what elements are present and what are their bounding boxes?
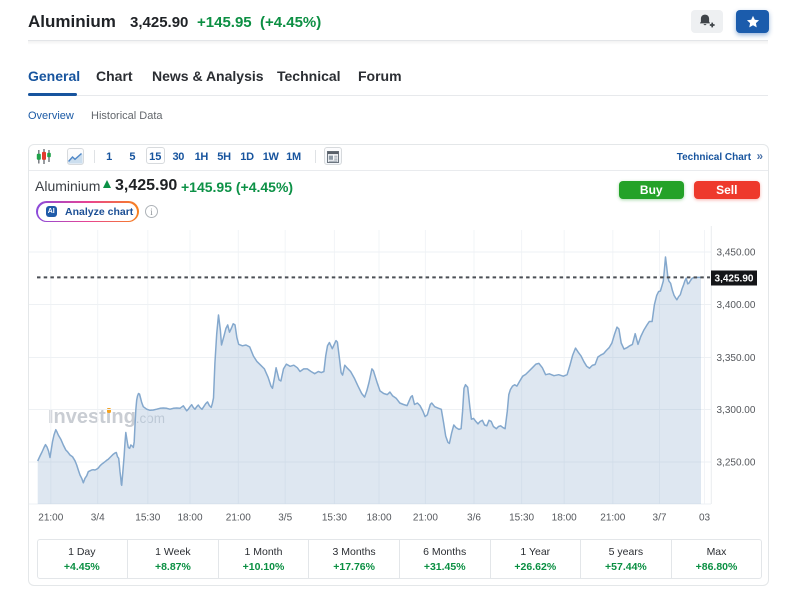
svg-text:18:00: 18:00 — [366, 513, 391, 524]
svg-text:03: 03 — [699, 513, 711, 524]
svg-text:18:00: 18:00 — [177, 513, 202, 524]
svg-text:3/4: 3/4 — [91, 513, 105, 524]
svg-text:3,425.90: 3,425.90 — [715, 274, 754, 285]
svg-text:21:00: 21:00 — [600, 513, 625, 524]
svg-text:18:00: 18:00 — [552, 513, 577, 524]
svg-text:3,300.00: 3,300.00 — [717, 405, 756, 416]
svg-text:15:30: 15:30 — [509, 513, 534, 524]
svg-text:3/5: 3/5 — [278, 513, 292, 524]
svg-text:3/7: 3/7 — [653, 513, 667, 524]
svg-text:21:00: 21:00 — [413, 513, 438, 524]
svg-text:3,450.00: 3,450.00 — [717, 248, 756, 259]
svg-text:3,400.00: 3,400.00 — [717, 300, 756, 311]
svg-text:3/6: 3/6 — [467, 513, 481, 524]
svg-text:15:30: 15:30 — [322, 513, 347, 524]
svg-text:21:00: 21:00 — [226, 513, 251, 524]
svg-text:15:30: 15:30 — [135, 513, 160, 524]
svg-text:21:00: 21:00 — [38, 513, 63, 524]
svg-text:3,350.00: 3,350.00 — [717, 353, 756, 364]
svg-text:3,250.00: 3,250.00 — [717, 458, 756, 469]
